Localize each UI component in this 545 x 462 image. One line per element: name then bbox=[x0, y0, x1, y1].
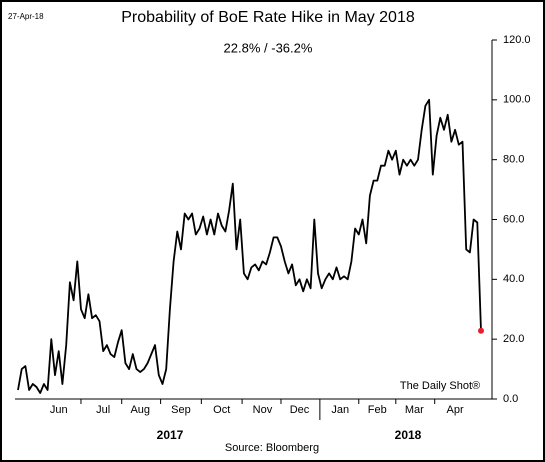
x-tick-label: Mar bbox=[405, 404, 424, 416]
y-tick-label: 80.0 bbox=[503, 154, 524, 166]
date-label: 27-Apr-18 bbox=[8, 12, 44, 21]
y-tick-label: 60.0 bbox=[503, 213, 524, 225]
x-tick-label: Dec bbox=[290, 404, 310, 416]
watermark: The Daily Shot® bbox=[400, 380, 480, 392]
x-tick-label: Apr bbox=[447, 404, 464, 416]
y-tick-label: 0.0 bbox=[503, 393, 518, 405]
line bbox=[17, 98, 482, 394]
y-tick-label: 100.0 bbox=[503, 94, 531, 106]
year-label: 2018 bbox=[395, 428, 422, 442]
x-tick-label: Sep bbox=[171, 404, 191, 416]
x-tick-label: Jan bbox=[331, 404, 349, 416]
x-tick-label: Aug bbox=[130, 404, 150, 416]
y-tick-label: 120.0 bbox=[503, 34, 531, 46]
source: Source: Bloomberg bbox=[225, 442, 319, 454]
x-tick-label: Jul bbox=[96, 404, 110, 416]
year-label: 2017 bbox=[157, 428, 184, 442]
y-tick-label: 40.0 bbox=[503, 273, 524, 285]
y-tick-label: 20.0 bbox=[503, 333, 524, 345]
x-tick-label: Jun bbox=[50, 404, 68, 416]
chart-title: Probability of BoE Rate Hike in May 2018 bbox=[121, 9, 415, 26]
last-point bbox=[478, 327, 484, 334]
x-tick-label: Nov bbox=[253, 404, 273, 416]
x-tick-label: Feb bbox=[368, 404, 387, 416]
chart-subtitle: 22.8% / -36.2% bbox=[224, 40, 313, 55]
x-tick-label: Oct bbox=[213, 404, 230, 416]
